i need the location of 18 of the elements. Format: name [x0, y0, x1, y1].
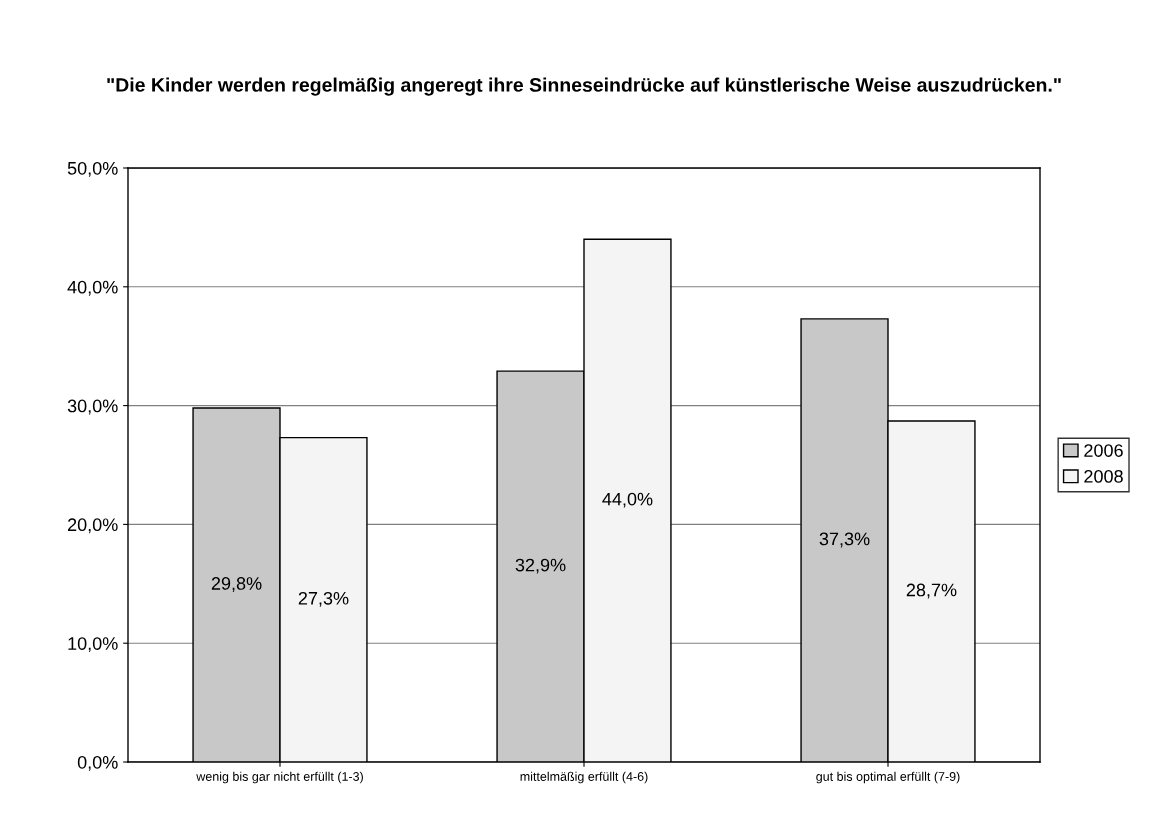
y-tick-label: 20,0% — [67, 518, 118, 534]
x-tick-label: mittelmäßig erfüllt (4-6) — [520, 771, 648, 784]
y-tick-label: 0,0% — [77, 755, 118, 771]
data-label: 29,8% — [211, 577, 262, 592]
y-tick-label: 10,0% — [68, 637, 118, 653]
data-label: 44,0% — [602, 492, 653, 508]
y-tick-label: 40,0% — [67, 280, 118, 296]
x-tick-label: gut bis optimal erfüllt (7-9) — [816, 771, 960, 784]
x-tick-label: wenig bis gar nicht erfüllt (1-3) — [196, 771, 363, 784]
legend-label: 2006 — [1084, 444, 1123, 457]
data-label: 37,3% — [819, 532, 870, 548]
chart-title: "Die Kinder werden regelmäßig angeregt ihre Sinneseindrücke auf künstlerische Weise auszudrücken." — [107, 77, 1061, 96]
data-label: 32,9% — [515, 558, 566, 574]
legend-label: 2008 — [1084, 469, 1123, 483]
data-label: 27,3% — [298, 591, 349, 607]
data-label: 28,7% — [906, 583, 957, 599]
y-tick-label: 50,0% — [67, 161, 118, 177]
y-tick-label: 30,0% — [67, 399, 118, 415]
